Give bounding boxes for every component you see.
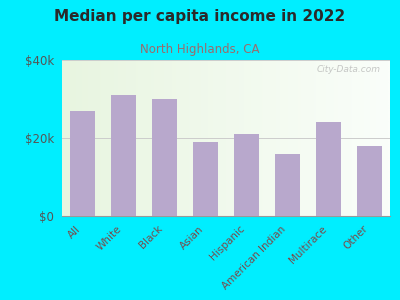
Bar [316,122,341,216]
Bar [193,142,218,216]
Bar [70,111,95,216]
Text: Median per capita income in 2022: Median per capita income in 2022 [54,9,346,24]
Bar [234,134,259,216]
Bar [111,95,136,216]
Bar [152,99,177,216]
Text: North Highlands, CA: North Highlands, CA [140,44,260,56]
Bar [357,146,382,216]
Text: City-Data.com: City-Data.com [316,65,380,74]
Bar [275,154,300,216]
